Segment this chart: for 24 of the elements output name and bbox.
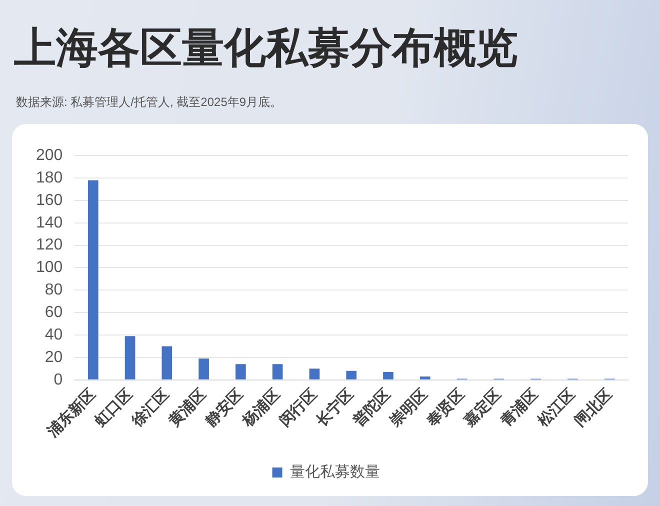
y-tick-label: 20: [44, 348, 63, 366]
source-note: 数据来源: 私募管理人/托管人, 截至2025年9月底。: [16, 94, 282, 111]
bar: [162, 346, 172, 380]
y-tick-label: 40: [44, 326, 63, 344]
bar: [236, 364, 246, 380]
bar: [346, 370, 357, 380]
y-tick-label: 200: [36, 147, 63, 164]
y-tick-label: 160: [36, 192, 63, 209]
y-tick-label: 60: [44, 304, 63, 321]
y-tick-label: 140: [36, 214, 63, 232]
bar: [124, 336, 136, 380]
bar: [88, 180, 98, 380]
y-tick-label: 120: [36, 236, 63, 254]
bar: [383, 372, 394, 380]
legend-label: 量化私募数量: [290, 464, 380, 481]
y-tick-label: 100: [36, 259, 63, 276]
y-tick-label: 80: [44, 282, 63, 299]
bar: [309, 368, 320, 380]
y-tick-label: 180: [36, 169, 63, 186]
y-tick-label: 0: [54, 371, 63, 388]
bar: [420, 376, 430, 380]
bar: [272, 364, 283, 380]
bar: [198, 358, 209, 380]
chart-title: 上海各区量化私募分布概览: [14, 23, 518, 73]
